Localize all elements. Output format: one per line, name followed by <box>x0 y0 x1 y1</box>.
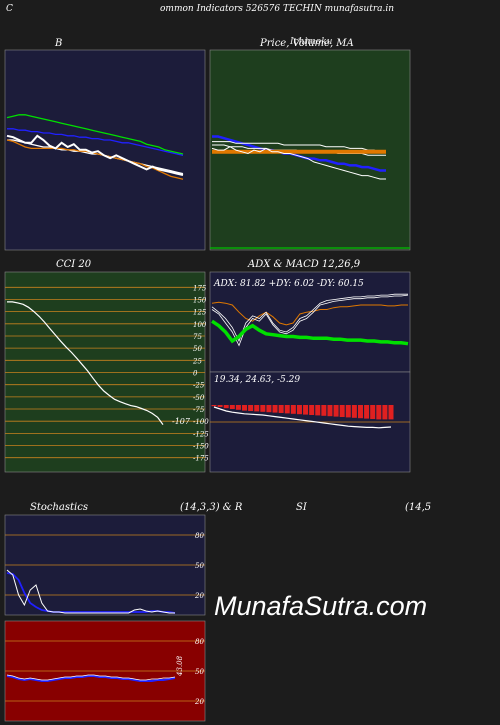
macd-histogram-bar <box>211 405 217 407</box>
cci-tick-label: -150 <box>193 443 209 451</box>
macd-histogram-bar <box>272 405 278 413</box>
header-left-letter: C <box>6 4 13 14</box>
cci-tick-label: -175 <box>193 455 209 463</box>
cci-tick-label: 125 <box>193 309 207 317</box>
rsi-tick-label: 20 <box>194 698 204 706</box>
stochastics-title: Stochastics <box>30 502 88 513</box>
macd-histogram-bar <box>223 405 229 409</box>
price-series-2 <box>212 141 386 153</box>
cci-tick-label: -75 <box>193 406 205 414</box>
macd-histogram-bar <box>382 405 388 420</box>
cci-title: CCI 20 <box>56 259 92 270</box>
stochastics-white-line <box>6 569 175 614</box>
macd-histogram-bar <box>217 405 223 407</box>
cci-tick-label: 0 <box>193 370 198 378</box>
macd-histogram-bar <box>357 405 363 419</box>
macd-histogram-bar <box>266 405 272 413</box>
macd-readout: 19.34, 24.63, -5.29 <box>214 375 300 385</box>
adx-white-line-1 <box>211 293 408 343</box>
rsi-white-line <box>6 674 176 681</box>
macd-histogram-bar <box>345 405 351 418</box>
stochastics-tick-label: 50 <box>195 562 204 570</box>
cci-tick-label: -125 <box>193 430 209 438</box>
rsi-blue-line <box>6 675 176 682</box>
adx-orange-line <box>211 301 408 326</box>
macd-histogram-bar <box>260 405 266 412</box>
cci-tick-label: 25 <box>192 357 202 365</box>
bollinger-title: B <box>55 38 63 49</box>
macd-histogram-bar <box>376 405 382 420</box>
bollinger-series-4 <box>6 139 184 180</box>
bollinger-series-1 <box>6 114 184 155</box>
cci-tick-label: -100 <box>193 418 209 426</box>
macd-histogram-bar <box>284 405 290 414</box>
macd-line <box>213 406 392 429</box>
macd-histogram-bar <box>309 405 315 415</box>
cci-panel <box>4 271 206 473</box>
cci-tick-label: 150 <box>193 296 207 304</box>
macd-histogram-bar <box>242 405 248 411</box>
macd-histogram-bar <box>370 405 376 419</box>
macd-histogram-bar <box>333 405 339 417</box>
cci-tick-label: 50 <box>193 345 202 353</box>
macd-histogram-bar <box>364 405 370 419</box>
macd-histogram-bar <box>235 405 241 410</box>
stochastics-params: (14,3,3) & R <box>180 502 243 513</box>
adx-green-line <box>211 319 409 346</box>
cci-tick-label: -25 <box>193 382 205 390</box>
macd-histogram-bar <box>315 405 321 416</box>
cci-tick-label: 100 <box>193 321 207 329</box>
macd-histogram-bar <box>254 405 260 412</box>
cci-tick-label: -50 <box>193 394 205 402</box>
macd-histogram-bar <box>229 405 235 409</box>
cci-last-value: -107 <box>172 417 191 426</box>
bollinger-panel <box>4 49 206 251</box>
macd-histogram-bar <box>339 405 345 417</box>
rsi-last-value: 43.08 <box>176 655 184 677</box>
cci-tick-label: 75 <box>193 333 202 341</box>
macd-histogram-bar <box>327 405 333 417</box>
adx-macd-title: ADX & MACD 12,26,9 <box>248 259 361 270</box>
bollinger-series-5 <box>6 134 184 176</box>
macd-histogram-bar <box>278 405 284 413</box>
rsi-tick-label: 50 <box>195 668 204 676</box>
macd-histogram-bar <box>321 405 327 416</box>
page-title: ommon Indicators 526576 TECHIN munafasut… <box>160 4 395 14</box>
stochastics-tick-label: 20 <box>194 592 204 600</box>
adx-panel <box>209 271 411 373</box>
macd-histogram-bar <box>290 405 296 414</box>
macd-histogram-bar <box>248 405 254 411</box>
adx-readout: ADX: 81.82 +DY: 6.02 -DY: 60.15 <box>213 279 364 289</box>
rsi-tick-label: 80 <box>195 638 204 646</box>
stochastics-blue-line <box>6 572 176 614</box>
stochastics-tick-label: 80 <box>195 532 204 540</box>
cci-tick-label: 175 <box>193 284 207 292</box>
macd-histogram-bar <box>388 405 394 420</box>
macd-histogram-bar <box>303 405 309 415</box>
price-ma-title-overlay: Ichimoku <box>290 37 333 47</box>
watermark: MunafaSutra.com <box>214 591 427 621</box>
bollinger-series-2 <box>7 128 184 157</box>
rsi-title: SI <box>296 502 307 513</box>
price-ma-title: Price, Volume, MA <box>260 38 354 49</box>
macd-histogram-bar <box>296 405 302 415</box>
rsi-params: (14,5 <box>405 502 432 513</box>
cci-line <box>7 301 164 425</box>
price-series-5 <box>211 146 386 180</box>
macd-histogram-bar <box>351 405 357 418</box>
